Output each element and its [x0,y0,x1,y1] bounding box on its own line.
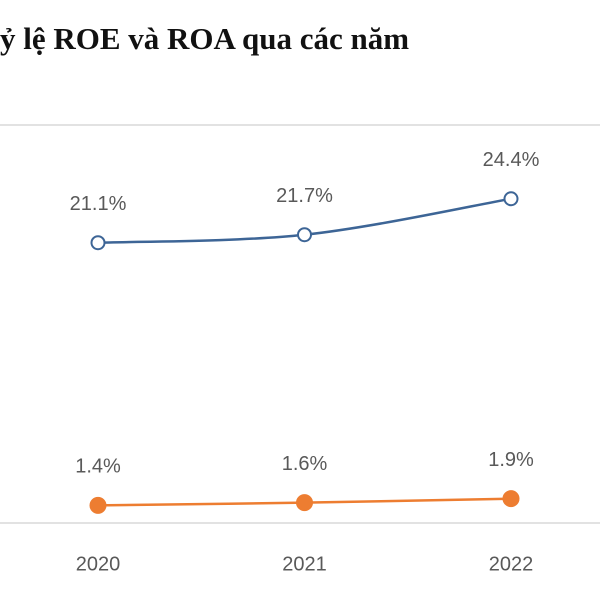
chart-title: ỷ lệ ROE và ROA qua các năm [0,21,409,56]
data-label: 21.1% [70,193,127,215]
data-point [90,235,106,251]
data-point [503,191,519,207]
x-tick-label: 2022 [489,553,534,575]
data-label: 24.4% [483,149,540,171]
data-label: 1.9% [488,449,534,471]
data-label: 21.7% [276,185,333,207]
data-label: 1.6% [282,453,328,475]
data-point [89,496,107,514]
x-tick-label: 2021 [282,553,327,575]
data-point [502,490,520,508]
data-point [296,494,313,512]
x-tick-label: 2020 [76,553,121,575]
data-point [297,227,312,243]
data-label: 1.4% [75,456,121,478]
